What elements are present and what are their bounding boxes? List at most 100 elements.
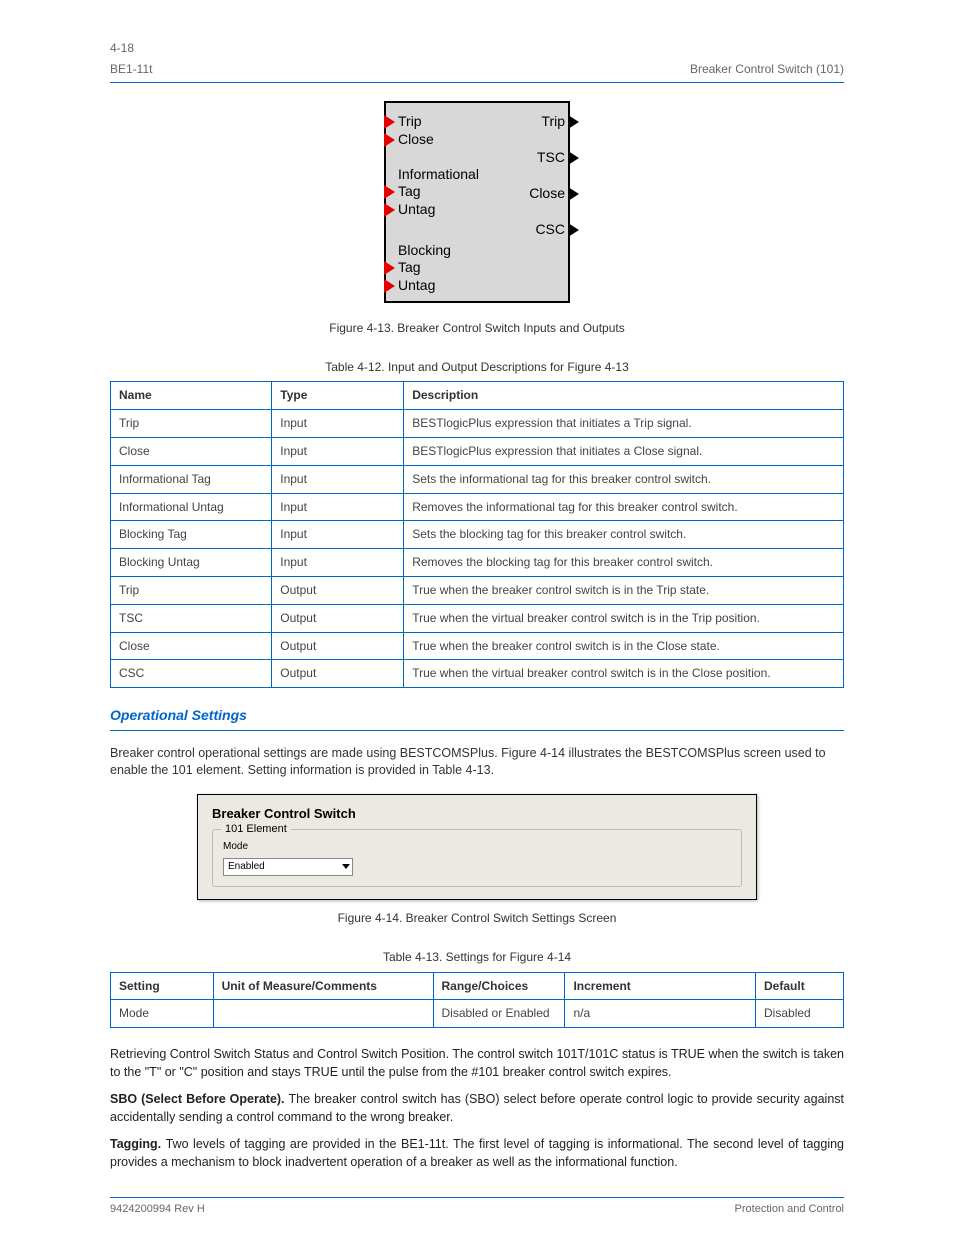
section-rule — [110, 730, 844, 731]
diagram-input: Untag — [384, 201, 438, 219]
footer-rule — [110, 1197, 844, 1198]
table-cell: Trip — [111, 576, 272, 604]
footer-left: 9424200994 Rev H — [110, 1202, 205, 1217]
footer-right: Protection and Control — [735, 1202, 844, 1217]
table-row: Blocking TagInputSets the blocking tag f… — [111, 521, 844, 549]
io-table: NameTypeDescriptionTripInputBESTlogicPlu… — [110, 381, 844, 688]
table-cell: Input — [272, 493, 404, 521]
table-cell: Close — [111, 437, 272, 465]
settings-screenshot: Breaker Control Switch 101 Element Mode … — [197, 794, 757, 900]
chevron-down-icon — [342, 864, 350, 869]
page-number: 4-18 — [110, 40, 134, 57]
table-header: Type — [272, 382, 404, 410]
output-marker-icon — [568, 187, 579, 201]
table-cell — [213, 1000, 433, 1028]
figure-caption-1: Figure 4-13. Breaker Control Switch Inpu… — [110, 320, 844, 337]
body-paragraphs: Retrieving Control Switch Status and Con… — [110, 1046, 844, 1171]
table-cell: True when the virtual breaker control sw… — [404, 604, 844, 632]
table-cell: Output — [272, 604, 404, 632]
figure-caption-2: Figure 4-14. Breaker Control Switch Sett… — [110, 910, 844, 927]
diagram-input-label: Trip — [395, 112, 425, 132]
input-marker-icon — [384, 115, 395, 129]
diagram-output-label: Trip — [538, 112, 568, 132]
table-row: CloseInputBESTlogicPlus expression that … — [111, 437, 844, 465]
footer-row: 9424200994 Rev H Protection and Control — [110, 1202, 844, 1217]
diagram-input: Tag — [384, 183, 424, 201]
mode-select[interactable]: Enabled — [223, 858, 353, 876]
body-paragraph: SBO (Select Before Operate). The breaker… — [110, 1091, 844, 1126]
breaker-diagram: TripCloseInformationalTagUntagBlockingTa… — [384, 101, 570, 303]
table-header: Range/Choices — [433, 972, 565, 1000]
table-cell: Disabled or Enabled — [433, 1000, 565, 1028]
table-cell: BESTlogicPlus expression that initiates … — [404, 437, 844, 465]
table-header: Description — [404, 382, 844, 410]
table-cell: Disabled — [756, 1000, 844, 1028]
table-row: TSCOutputTrue when the virtual breaker c… — [111, 604, 844, 632]
table-cell: Output — [272, 660, 404, 688]
table-header: Increment — [565, 972, 756, 1000]
table-cell: BESTlogicPlus expression that initiates … — [404, 410, 844, 438]
header-row: BE1-11t Breaker Control Switch (101) — [110, 61, 844, 78]
table-cell: CSC — [111, 660, 272, 688]
input-marker-icon — [384, 261, 395, 275]
table-cell: True when the virtual breaker control sw… — [404, 660, 844, 688]
page: 4-18 BE1-11t Breaker Control Switch (101… — [0, 0, 954, 1248]
fieldset-legend: 101 Element — [221, 822, 291, 837]
table-header: Default — [756, 972, 844, 1000]
header-right: Breaker Control Switch (101) — [690, 61, 844, 78]
table-row: Blocking UntagInputRemoves the blocking … — [111, 549, 844, 577]
table-header: Unit of Measure/Comments — [213, 972, 433, 1000]
table-row: TripOutputTrue when the breaker control … — [111, 576, 844, 604]
input-marker-icon — [384, 133, 395, 147]
table-cell: Removes the blocking tag for this breake… — [404, 549, 844, 577]
table-header: Setting — [111, 972, 214, 1000]
table-cell: Close — [111, 632, 272, 660]
table-cell: TSC — [111, 604, 272, 632]
input-marker-icon — [384, 185, 395, 199]
table-cell: Blocking Untag — [111, 549, 272, 577]
section-intro: Breaker control operational settings are… — [110, 745, 844, 780]
diagram-input: Trip — [384, 113, 425, 131]
page-header-row: 4-18 — [110, 40, 844, 57]
body-paragraph: Tagging. Two levels of tagging are provi… — [110, 1136, 844, 1171]
diagram-input-label: Tag — [395, 258, 424, 278]
diagram-input: Close — [384, 131, 437, 149]
diagram-input-label: Untag — [395, 200, 438, 220]
table-cell: Input — [272, 521, 404, 549]
diagram-input-label: Tag — [395, 182, 424, 202]
header-left: BE1-11t — [110, 61, 152, 78]
table-cell: Informational Untag — [111, 493, 272, 521]
diagram-input: Tag — [384, 259, 424, 277]
table-caption-1: Table 4-12. Input and Output Description… — [110, 359, 844, 376]
diagram-output: CSC — [532, 221, 579, 239]
input-marker-icon — [384, 203, 395, 217]
table-row: Informational TagInputSets the informati… — [111, 465, 844, 493]
table-cell: Trip — [111, 410, 272, 438]
table-caption-2: Table 4-13. Settings for Figure 4-14 — [110, 949, 844, 966]
table-row: CSCOutputTrue when the virtual breaker c… — [111, 660, 844, 688]
output-marker-icon — [568, 115, 579, 129]
diagram-output-label: CSC — [532, 220, 568, 240]
table-row: Informational UntagInputRemoves the info… — [111, 493, 844, 521]
input-marker-icon — [384, 279, 395, 293]
table-cell: Input — [272, 410, 404, 438]
mode-label: Mode — [223, 840, 731, 854]
table-cell: True when the breaker control switch is … — [404, 576, 844, 604]
table-header: Name — [111, 382, 272, 410]
diagram-output: TSC — [534, 149, 579, 167]
table-cell: Removes the informational tag for this b… — [404, 493, 844, 521]
table-cell: Input — [272, 549, 404, 577]
table-cell: Blocking Tag — [111, 521, 272, 549]
diagram-output-label: TSC — [534, 148, 568, 168]
output-marker-icon — [568, 223, 579, 237]
table-cell: Output — [272, 632, 404, 660]
output-marker-icon — [568, 151, 579, 165]
settings-title: Breaker Control Switch — [212, 805, 742, 823]
diagram-output: Close — [526, 185, 579, 203]
table-cell: True when the breaker control switch is … — [404, 632, 844, 660]
table-cell: Input — [272, 465, 404, 493]
settings-table: SettingUnit of Measure/CommentsRange/Cho… — [110, 972, 844, 1029]
table-cell: Sets the informational tag for this brea… — [404, 465, 844, 493]
diagram-container: TripCloseInformationalTagUntagBlockingTa… — [110, 101, 844, 308]
settings-fieldset: 101 Element Mode Enabled — [212, 829, 742, 887]
